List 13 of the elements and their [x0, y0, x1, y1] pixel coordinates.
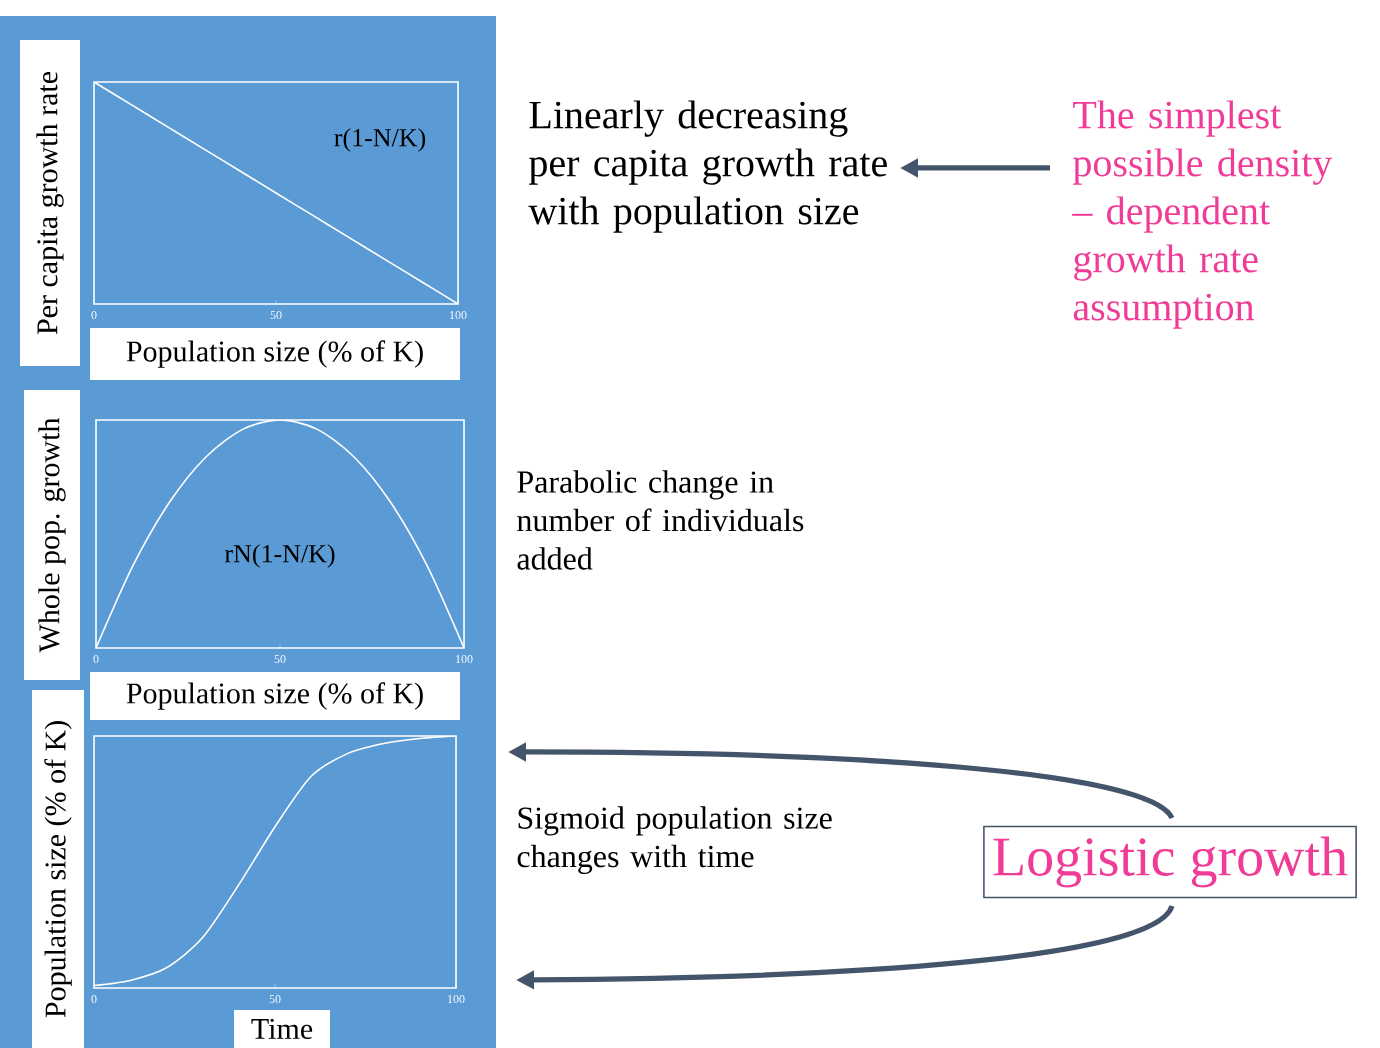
x-axis-title: Population size (% of K) [126, 340, 423, 368]
x-axis-title: Time [251, 1018, 313, 1040]
text: The simplest possible density – dependent growth rate assumption [1072, 100, 1333, 329]
y-axis-title: Population size (% of K) [44, 721, 72, 1018]
text: Parabolic change in number of individuals added [517, 470, 804, 570]
text: Logistic growth [993, 836, 1348, 888]
text: Linearly decreasing per capita growth rate with population size [528, 100, 887, 233]
annotation: r(1-N/K) [334, 128, 426, 152]
y-axis-title: Per capita growth rate [36, 71, 64, 335]
annotation: rN(1-N/K) [224, 544, 335, 568]
y-axis-title: Whole pop. growth [38, 417, 66, 653]
x-axis-title: Population size (% of K) [126, 682, 423, 710]
text: Sigmoid population size changes with time [517, 806, 832, 874]
